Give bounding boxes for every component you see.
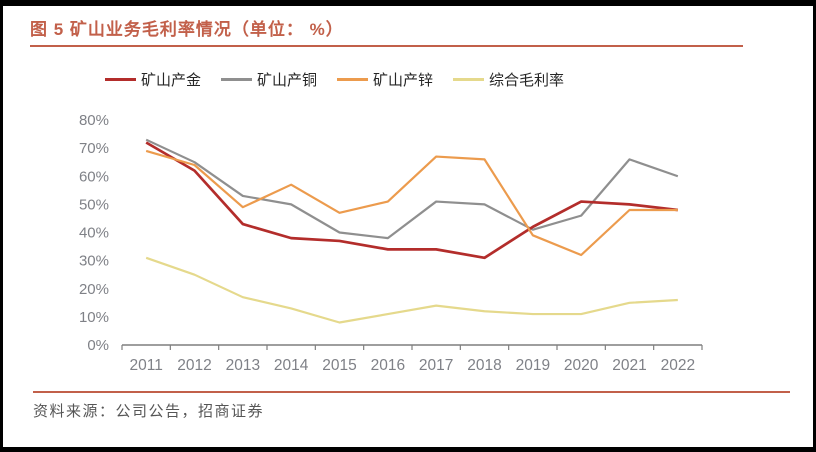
legend-item-4: 综合毛利率 (453, 69, 564, 90)
line-chart: 0% 10% 20% 30% 40% 50% 60% 70% 80% 2011 2012 2013 20… (79, 112, 703, 374)
y-axis-label: 70% (79, 140, 109, 157)
series-line-2 (145, 138, 679, 240)
y-axis-label: 30% (79, 253, 109, 270)
y-axis-label: 20% (79, 281, 109, 298)
x-axis-label: 2013 (226, 357, 260, 374)
x-axis-label: 2022 (661, 357, 695, 374)
legend-item-label: 矿山产铜 (257, 72, 318, 89)
series-line-3 (145, 149, 678, 257)
x-axis-label: 2011 (129, 357, 162, 374)
y-axis-label: 40% (79, 225, 109, 242)
legend-line-marker (105, 78, 136, 81)
y-axis-label: 60% (79, 168, 109, 185)
source-divider (33, 391, 790, 393)
legend-item-2: 矿山产铜 (221, 69, 317, 90)
legend-line-marker (453, 78, 485, 81)
legend-item-label: 矿山产金 (141, 72, 202, 89)
legend-item-label: 综合毛利率 (489, 72, 565, 89)
source-note: 资料来源：公司公告，招商证券 (33, 403, 265, 420)
x-axis-label: 2017 (419, 357, 453, 374)
x-axis-label: 2012 (177, 357, 211, 374)
title-underline (30, 45, 743, 47)
legend-line-marker (221, 78, 253, 81)
y-axis-label: 50% (79, 196, 109, 213)
x-axis-label: 2021 (612, 357, 646, 374)
legend-line-marker (337, 78, 369, 81)
series-line-1 (145, 141, 678, 260)
x-axis-label: 2018 (467, 357, 501, 374)
y-axis-label: 0% (87, 337, 109, 354)
x-axis-label: 2015 (322, 357, 356, 374)
legend-item-label: 矿山产锌 (373, 72, 434, 89)
chart-legend: 矿山产金 矿山产铜 矿山产锌 综合毛利率 (105, 69, 564, 90)
x-axis-label: 2014 (274, 357, 309, 374)
x-axis-label: 2020 (564, 357, 599, 374)
x-axis-label: 2016 (371, 357, 405, 374)
legend-item-1: 矿山产金 (105, 69, 201, 90)
legend-item-3: 矿山产锌 (337, 69, 433, 90)
x-axis-label: 2019 (516, 357, 550, 374)
figure-title: 图 5 矿山业务毛利率情况（单位： %） (30, 20, 344, 39)
y-axis-label: 80% (79, 112, 109, 129)
y-axis-label: 10% (79, 309, 109, 326)
series-line-4 (145, 256, 678, 324)
